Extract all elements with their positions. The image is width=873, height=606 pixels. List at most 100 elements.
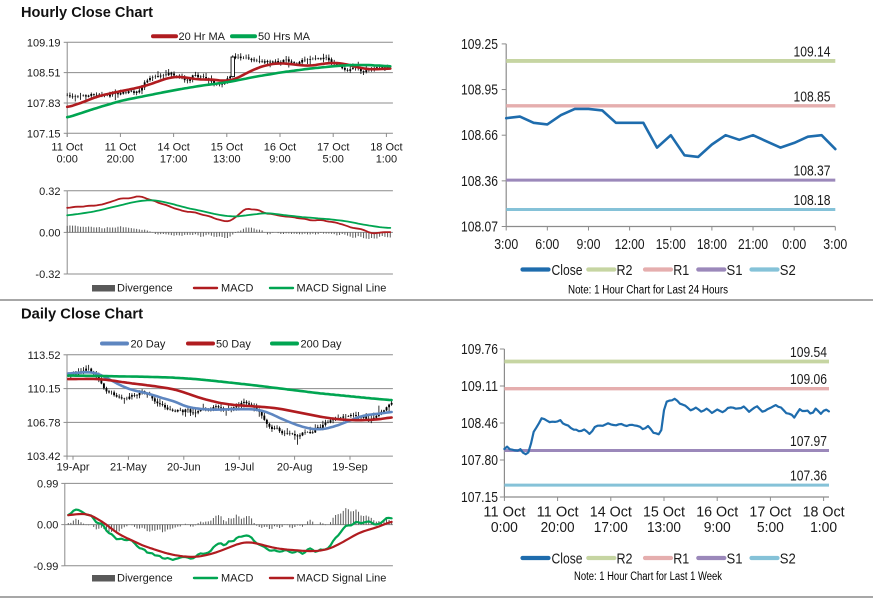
svg-text:Divergence: Divergence [117, 282, 173, 294]
svg-text:19-Sep: 19-Sep [332, 461, 367, 473]
svg-text:R2: R2 [617, 262, 633, 279]
svg-text:MACD Signal Line: MACD Signal Line [297, 572, 387, 584]
svg-text:107.15: 107.15 [27, 128, 61, 140]
svg-text:103.42: 103.42 [27, 451, 61, 463]
svg-text:S2: S2 [780, 551, 796, 568]
svg-text:113.52: 113.52 [28, 350, 61, 362]
svg-text:109.19: 109.19 [27, 37, 61, 49]
svg-text:0.00: 0.00 [37, 520, 58, 532]
svg-text:20 Hr MA: 20 Hr MA [179, 31, 226, 43]
svg-text:108.36: 108.36 [461, 174, 498, 190]
svg-text:109.54: 109.54 [790, 345, 827, 361]
svg-text:20:00: 20:00 [107, 154, 135, 166]
svg-text:S2: S2 [780, 262, 796, 279]
svg-text:18 Oct: 18 Oct [370, 142, 402, 154]
svg-text:50 Hrs MA: 50 Hrs MA [258, 31, 311, 43]
svg-text:Hourly Close Chart: Hourly Close Chart [21, 5, 153, 21]
svg-text:Daily Close Chart: Daily Close Chart [21, 307, 143, 323]
svg-text:16 Oct: 16 Oct [264, 142, 296, 154]
svg-text:21-May: 21-May [110, 461, 147, 473]
svg-text:108.18: 108.18 [794, 193, 831, 209]
svg-text:0:00: 0:00 [782, 237, 806, 253]
svg-text:11 Oct: 11 Oct [105, 142, 137, 154]
svg-text:17 Oct: 17 Oct [749, 505, 791, 521]
svg-text:5:00: 5:00 [757, 520, 784, 536]
svg-text:15 Oct: 15 Oct [643, 505, 685, 521]
svg-text:-0.32: -0.32 [35, 269, 60, 281]
svg-text:0.32: 0.32 [39, 186, 60, 198]
svg-text:17:00: 17:00 [594, 520, 628, 536]
svg-text:9:00: 9:00 [269, 154, 290, 166]
svg-text:3:00: 3:00 [823, 237, 847, 253]
svg-text:20:00: 20:00 [541, 520, 575, 536]
svg-text:17:00: 17:00 [160, 154, 188, 166]
svg-text:20-Aug: 20-Aug [277, 461, 312, 473]
svg-text:107.36: 107.36 [790, 469, 827, 485]
svg-text:107.80: 107.80 [461, 453, 498, 469]
svg-text:S1: S1 [727, 551, 743, 568]
svg-text:Close: Close [552, 262, 583, 279]
svg-text:14 Oct: 14 Oct [590, 505, 632, 521]
svg-text:50 Day: 50 Day [216, 338, 251, 350]
svg-text:0.99: 0.99 [37, 478, 58, 490]
svg-text:20-Jun: 20-Jun [167, 461, 201, 473]
svg-text:11 Oct: 11 Oct [483, 505, 525, 521]
svg-text:13:00: 13:00 [647, 520, 681, 536]
svg-text:109.76: 109.76 [461, 342, 498, 358]
svg-text:9:00: 9:00 [577, 237, 601, 253]
svg-text:21:00: 21:00 [738, 237, 768, 253]
svg-text:MACD Signal Line: MACD Signal Line [297, 282, 387, 294]
svg-text:107.97: 107.97 [790, 434, 827, 450]
svg-text:200 Day: 200 Day [301, 338, 342, 350]
svg-text:14 Oct: 14 Oct [157, 142, 189, 154]
svg-text:16 Oct: 16 Oct [696, 505, 738, 521]
svg-text:0.00: 0.00 [39, 227, 60, 239]
svg-text:19-Jul: 19-Jul [224, 461, 254, 473]
svg-text:MACD: MACD [221, 572, 253, 584]
svg-text:3:00: 3:00 [494, 237, 518, 253]
svg-text:108.95: 108.95 [461, 83, 498, 99]
svg-text:12:00: 12:00 [615, 237, 645, 253]
svg-text:-0.99: -0.99 [33, 561, 58, 573]
svg-text:11 Oct: 11 Oct [537, 505, 579, 521]
svg-text:6:00: 6:00 [535, 237, 559, 253]
svg-text:109.06: 109.06 [790, 372, 827, 388]
svg-text:0:00: 0:00 [56, 154, 77, 166]
svg-text:R1: R1 [673, 551, 689, 568]
svg-text:109.25: 109.25 [461, 37, 498, 53]
svg-text:108.66: 108.66 [461, 128, 498, 144]
svg-text:17 Oct: 17 Oct [317, 142, 349, 154]
svg-text:Note: 1 Hour Chart for Last 1: Note: 1 Hour Chart for Last 1 Week [574, 571, 722, 583]
svg-text:11 Oct: 11 Oct [51, 142, 83, 154]
svg-text:110.15: 110.15 [28, 384, 61, 396]
svg-text:MACD: MACD [221, 282, 253, 294]
svg-text:109.11: 109.11 [461, 379, 498, 395]
svg-text:18:00: 18:00 [697, 237, 727, 253]
svg-text:107.83: 107.83 [27, 98, 61, 110]
svg-text:108.37: 108.37 [794, 164, 831, 180]
svg-text:0:00: 0:00 [491, 520, 518, 536]
svg-text:13:00: 13:00 [213, 154, 241, 166]
svg-text:R1: R1 [673, 262, 689, 279]
svg-text:109.14: 109.14 [794, 44, 831, 60]
svg-text:S1: S1 [727, 262, 743, 279]
svg-text:15 Oct: 15 Oct [211, 142, 243, 154]
svg-text:Divergence: Divergence [117, 572, 173, 584]
svg-text:20 Day: 20 Day [131, 338, 166, 350]
svg-text:Note: 1 Hour Chart for Last 24: Note: 1 Hour Chart for Last 24 Hours [568, 285, 728, 297]
svg-text:R2: R2 [617, 551, 633, 568]
svg-text:1:00: 1:00 [810, 520, 837, 536]
svg-text:106.78: 106.78 [27, 417, 61, 429]
svg-text:1:00: 1:00 [376, 154, 397, 166]
svg-text:108.51: 108.51 [27, 68, 61, 80]
svg-text:108.46: 108.46 [461, 416, 498, 432]
svg-text:15:00: 15:00 [656, 237, 686, 253]
svg-text:108.07: 108.07 [461, 220, 498, 236]
svg-text:Close: Close [552, 551, 583, 568]
svg-text:18 Oct: 18 Oct [803, 505, 845, 521]
svg-text:9:00: 9:00 [704, 520, 731, 536]
svg-text:19-Apr: 19-Apr [56, 461, 89, 473]
svg-text:108.85: 108.85 [794, 89, 831, 105]
svg-text:5:00: 5:00 [322, 154, 343, 166]
svg-text:107.15: 107.15 [461, 490, 498, 506]
